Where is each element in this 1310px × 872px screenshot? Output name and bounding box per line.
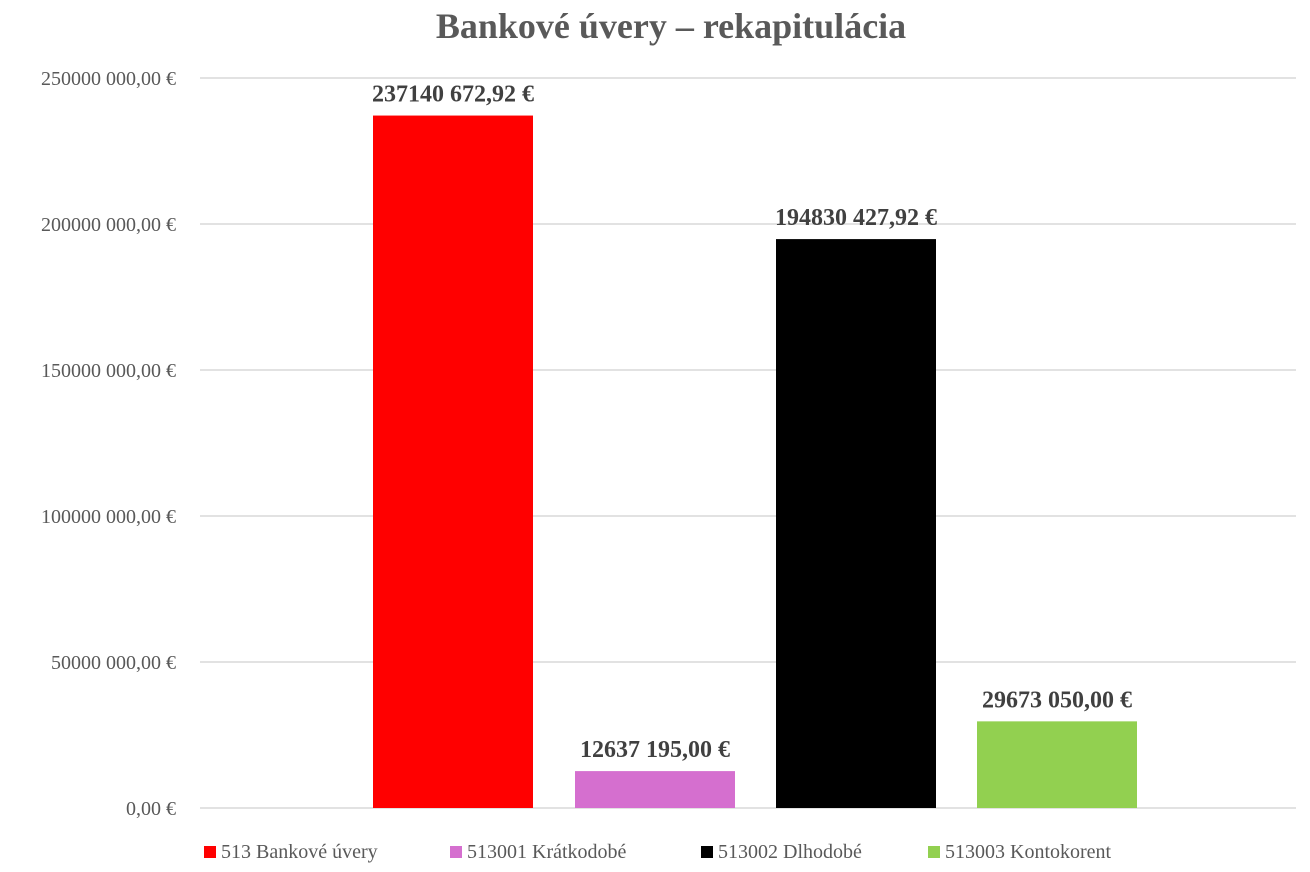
y-axis-ticks: 0,00 € 50000 000,00 € 100000 000,00 € 15000… (41, 68, 176, 820)
y-tick-label: 250000 000,00 € (41, 68, 176, 90)
bar (373, 115, 533, 808)
data-labels: 237140 672,92 € 12637 195,00 € 194830 427,… (372, 82, 1132, 764)
chart-title: Bankové úvery – rekapitulácia (436, 6, 906, 46)
data-label: 194830 427,92 € (775, 205, 937, 231)
data-label: 237140 672,92 € (372, 82, 534, 108)
y-tick-label: 200000 000,00 € (41, 214, 176, 236)
legend-label: 513001 Krátkodobé (467, 841, 627, 863)
legend-label: 513002 Dlhodobé (718, 841, 862, 863)
legend-swatch (928, 846, 940, 858)
data-label: 29673 050,00 € (982, 687, 1132, 713)
legend-label: 513003 Kontokorent (945, 841, 1112, 863)
legend-swatch (450, 846, 462, 858)
y-tick-label: 150000 000,00 € (41, 360, 176, 382)
bar (977, 721, 1137, 808)
legend: 513 Bankové úvery 513001 Krátkodobé 513002… (204, 841, 1112, 863)
bar (575, 771, 735, 808)
y-tick-label: 50000 000,00 € (51, 652, 176, 674)
y-tick-label: 0,00 € (126, 798, 176, 820)
data-label: 12637 195,00 € (580, 737, 730, 763)
bar (776, 239, 936, 808)
legend-swatch (204, 846, 216, 858)
legend-swatch (701, 846, 713, 858)
y-tick-label: 100000 000,00 € (41, 506, 176, 528)
legend-label: 513 Bankové úvery (221, 841, 378, 863)
bars (373, 115, 1137, 808)
